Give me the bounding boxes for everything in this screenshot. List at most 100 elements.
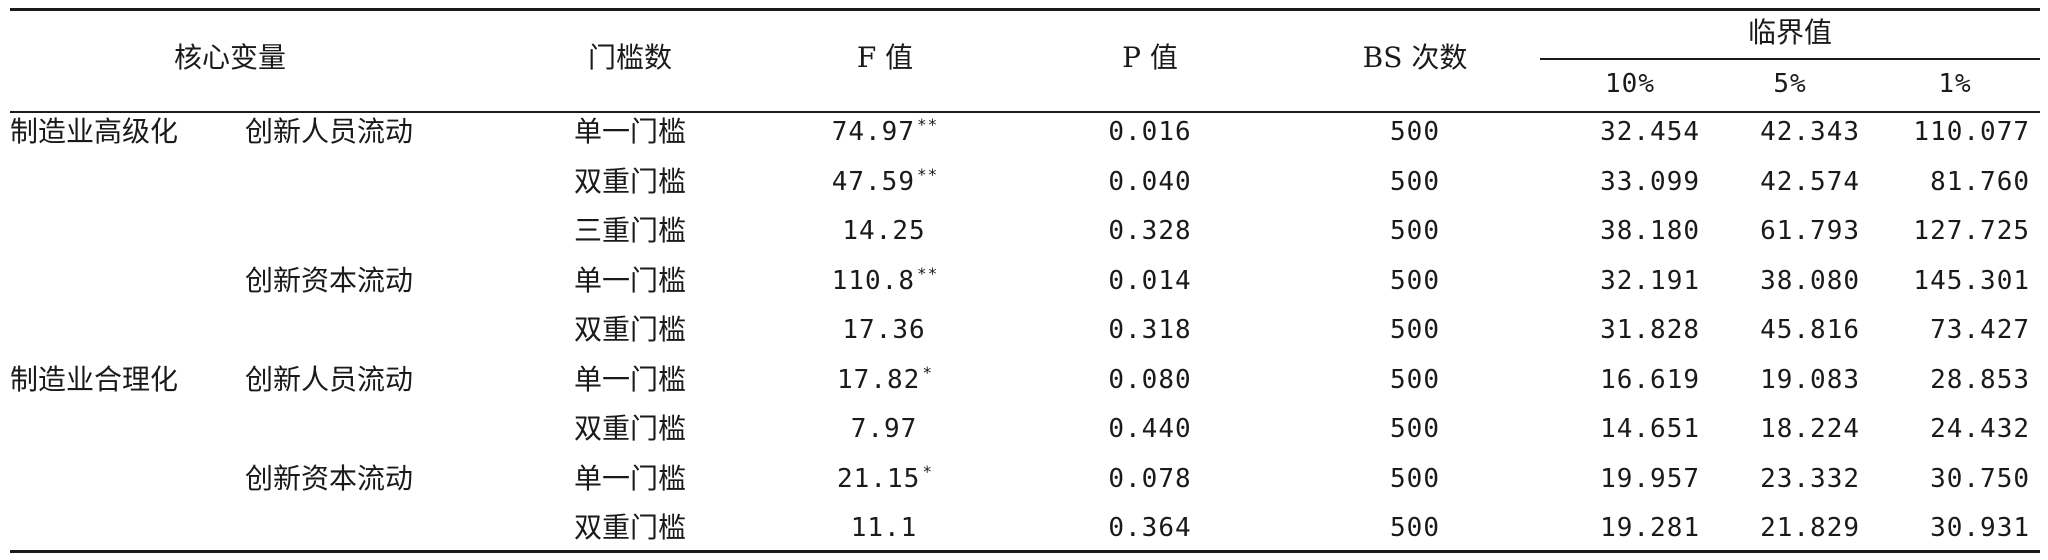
cell-f-value: 47.59 ** bbox=[785, 164, 985, 200]
cell-critical-5: 19.083 bbox=[1710, 362, 1860, 398]
cell-critical-5: 21.829 bbox=[1710, 510, 1860, 546]
cell-critical-1-text: 127.725 bbox=[1913, 216, 2030, 246]
cell-bs-count: 500 bbox=[1315, 411, 1515, 447]
cell-core-variable-sub-text: 创新人员流动 bbox=[245, 115, 414, 148]
cell-critical-1-text: 110.077 bbox=[1913, 117, 2030, 147]
cell-bs-count: 500 bbox=[1315, 114, 1515, 150]
cell-critical-5-text: 38.080 bbox=[1760, 265, 1860, 296]
cell-f-value-text: 11.1 bbox=[850, 513, 918, 543]
cell-p-value-text: 0.318 bbox=[1108, 315, 1192, 345]
cell-critical-1: 110.077 bbox=[1870, 114, 2030, 150]
cell-p-value-text: 0.016 bbox=[1108, 117, 1192, 147]
cell-threshold-text: 单一门槛 bbox=[573, 263, 686, 297]
cell-core-variable-sub: 创新资本流动 bbox=[245, 461, 505, 497]
cell-bs-count-text: 500 bbox=[1390, 513, 1440, 543]
cell-critical-5: 18.224 bbox=[1710, 411, 1860, 447]
cell-threshold-text: 双重门槛 bbox=[573, 164, 686, 198]
cell-critical-5-text: 61.793 bbox=[1760, 216, 1860, 246]
cell-f-value: 21.15 * bbox=[785, 461, 985, 497]
cell-critical-5: 61.793 bbox=[1710, 213, 1860, 249]
cell-threshold: 单一门槛 bbox=[530, 461, 730, 497]
cell-p-value-text: 0.440 bbox=[1108, 414, 1192, 444]
cell-threshold: 单一门槛 bbox=[530, 114, 730, 150]
cell-p-value-text: 0.328 bbox=[1108, 216, 1192, 246]
cell-p-value: 0.016 bbox=[1050, 114, 1250, 150]
cell-f-value-text: 110.8 bbox=[831, 265, 915, 296]
cell-f-value-text: 17.36 bbox=[842, 315, 926, 345]
header-threshold-count: 门槛数 bbox=[587, 41, 672, 74]
cell-f-value-text: 7.97 bbox=[850, 414, 918, 444]
cell-f-value: 7.97 bbox=[785, 411, 985, 447]
cell-bs-count: 500 bbox=[1315, 263, 1515, 299]
table-header-rule bbox=[10, 111, 2040, 113]
cell-p-value: 0.080 bbox=[1050, 362, 1250, 398]
cell-bs-count-text: 500 bbox=[1390, 463, 1440, 494]
header-critical-1: 1% bbox=[1938, 69, 1972, 99]
cell-critical-10: 33.099 bbox=[1550, 164, 1700, 200]
cell-threshold-text: 单一门槛 bbox=[573, 461, 686, 495]
cell-core-variable-sub: 创新人员流动 bbox=[245, 114, 505, 150]
cell-critical-1: 73.427 bbox=[1870, 312, 2030, 348]
header-critical-value: 临界值 bbox=[1747, 16, 1832, 49]
cell-core-variable-group-text: 制造业合理化 bbox=[10, 362, 179, 396]
cell-critical-5: 42.343 bbox=[1710, 114, 1860, 150]
cell-f-value-text: 17.82 bbox=[837, 364, 921, 395]
cell-critical-10-text: 38.180 bbox=[1600, 216, 1700, 246]
cell-p-value-text: 0.014 bbox=[1108, 265, 1192, 296]
cell-threshold-text: 双重门槛 bbox=[573, 313, 686, 346]
cell-bs-count: 500 bbox=[1315, 510, 1515, 546]
cell-critical-5: 45.816 bbox=[1710, 312, 1860, 348]
table-bottom-rule bbox=[10, 550, 2040, 553]
cell-p-value: 0.440 bbox=[1050, 411, 1250, 447]
cell-f-value: 17.36 bbox=[785, 312, 985, 348]
cell-critical-1: 24.432 bbox=[1870, 411, 2030, 447]
cell-bs-count: 500 bbox=[1315, 213, 1515, 249]
cell-critical-5-text: 23.332 bbox=[1760, 463, 1860, 494]
significance-stars: * bbox=[922, 461, 933, 481]
cell-bs-count: 500 bbox=[1315, 362, 1515, 398]
header-core-variable: 核心变量 bbox=[173, 41, 286, 74]
cell-p-value: 0.364 bbox=[1050, 510, 1250, 546]
cell-core-variable-sub-text: 创新资本流动 bbox=[245, 461, 414, 495]
cell-critical-5-text: 45.816 bbox=[1760, 315, 1860, 345]
header-critical-5: 5% bbox=[1773, 69, 1807, 99]
cell-core-variable-group: 制造业高级化 bbox=[10, 114, 220, 150]
cell-core-variable-sub: 创新资本流动 bbox=[245, 263, 505, 299]
cell-bs-count-text: 500 bbox=[1390, 117, 1440, 147]
cell-threshold: 双重门槛 bbox=[530, 312, 730, 348]
significance-stars: ** bbox=[917, 263, 939, 283]
cell-bs-count-text: 500 bbox=[1390, 315, 1440, 345]
cell-threshold: 双重门槛 bbox=[530, 164, 730, 200]
cell-f-value-text: 74.97 bbox=[831, 117, 915, 147]
cell-core-variable-group: 制造业合理化 bbox=[10, 362, 220, 398]
cell-critical-5-text: 19.083 bbox=[1760, 364, 1860, 395]
cell-threshold-text: 三重门槛 bbox=[573, 214, 686, 247]
cell-critical-5-text: 21.829 bbox=[1760, 513, 1860, 543]
cell-threshold-text: 单一门槛 bbox=[573, 362, 686, 396]
cell-critical-10-text: 16.619 bbox=[1600, 364, 1700, 395]
table-top-rule bbox=[10, 8, 2040, 11]
cell-critical-10: 38.180 bbox=[1550, 213, 1700, 249]
cell-critical-10-text: 19.281 bbox=[1600, 513, 1700, 543]
cell-critical-1-text: 145.301 bbox=[1913, 265, 2030, 296]
cell-threshold-text: 双重门槛 bbox=[573, 511, 686, 544]
cell-core-variable-sub-text: 创新资本流动 bbox=[245, 263, 414, 297]
cell-f-value: 110.8 ** bbox=[785, 263, 985, 299]
cell-critical-10: 19.281 bbox=[1550, 510, 1700, 546]
cell-critical-5-text: 18.224 bbox=[1760, 414, 1860, 444]
cell-f-value: 74.97 ** bbox=[785, 114, 985, 150]
cell-p-value: 0.328 bbox=[1050, 213, 1250, 249]
cell-f-value-text: 21.15 bbox=[837, 463, 921, 494]
significance-stars: ** bbox=[917, 115, 939, 135]
cell-critical-10-text: 19.957 bbox=[1600, 463, 1700, 494]
cell-critical-5: 42.574 bbox=[1710, 164, 1860, 200]
cell-critical-1-text: 30.931 bbox=[1930, 513, 2030, 543]
cell-p-value: 0.014 bbox=[1050, 263, 1250, 299]
cell-bs-count: 500 bbox=[1315, 164, 1515, 200]
cell-critical-10-text: 32.454 bbox=[1600, 117, 1700, 147]
cell-critical-1: 30.931 bbox=[1870, 510, 2030, 546]
cell-p-value: 0.078 bbox=[1050, 461, 1250, 497]
cell-p-value: 0.318 bbox=[1050, 312, 1250, 348]
cell-threshold: 单一门槛 bbox=[530, 263, 730, 299]
cell-critical-10: 31.828 bbox=[1550, 312, 1700, 348]
